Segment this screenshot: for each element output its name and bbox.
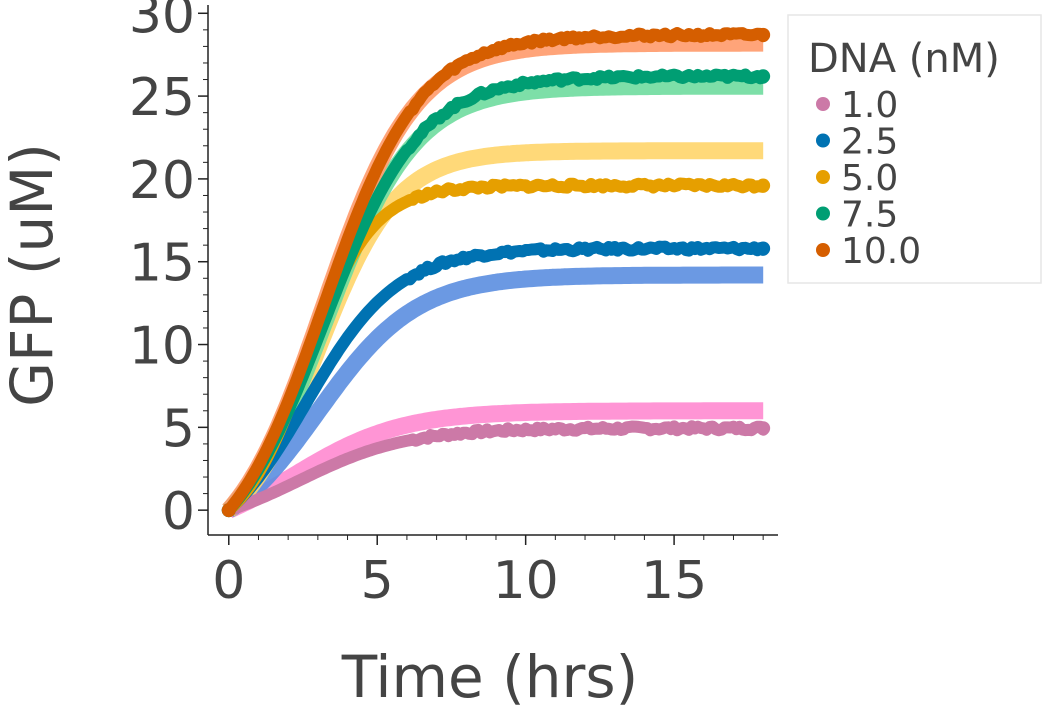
legend-label-7.5: 7.5 bbox=[841, 195, 898, 236]
model-band-1.0 bbox=[223, 402, 769, 518]
legend: DNA (nM) 1.02.55.07.510.0 bbox=[787, 14, 1042, 284]
x-tick-label: 0 bbox=[212, 551, 245, 611]
data-start-point-10.0 bbox=[221, 503, 236, 518]
legend-title: DNA (nM) bbox=[808, 36, 1000, 82]
legend-marker-1.0 bbox=[816, 97, 830, 111]
legend-marker-7.5 bbox=[816, 206, 830, 221]
y-tick-label: 15 bbox=[129, 234, 195, 294]
x-axis-title: Time (hrs) bbox=[341, 643, 638, 711]
legend-marker-10.0 bbox=[816, 243, 830, 257]
legend-label-2.5: 2.5 bbox=[841, 122, 898, 163]
y-tick-label: 20 bbox=[129, 151, 195, 211]
data-series bbox=[221, 27, 771, 518]
legend-items: 1.02.55.07.510.0 bbox=[816, 85, 921, 272]
y-tick-label: 5 bbox=[162, 399, 195, 459]
data-end-point-1.0 bbox=[756, 421, 771, 436]
y-axis-title: GFP (uM) bbox=[0, 143, 66, 407]
x-tick-label: 15 bbox=[641, 551, 707, 611]
axes: 0 5 10 15 20 25 30 0 5 10 15 bbox=[129, 0, 778, 611]
legend-marker-5.0 bbox=[816, 170, 830, 184]
x-tick-label: 5 bbox=[361, 551, 394, 611]
y-tick-label: 30 bbox=[129, 0, 195, 45]
data-line-2.5 bbox=[222, 240, 770, 517]
data-line-10.0 bbox=[222, 27, 770, 517]
legend-marker-2.5 bbox=[816, 133, 830, 148]
x-tick-label: 10 bbox=[493, 551, 559, 611]
data-end-point-10.0 bbox=[756, 27, 771, 42]
y-ticks: 0 5 10 15 20 25 30 bbox=[129, 0, 208, 542]
data-end-point-7.5 bbox=[756, 69, 771, 84]
legend-label-1.0: 1.0 bbox=[841, 85, 898, 126]
y-tick-label: 10 bbox=[129, 317, 195, 377]
data-end-point-5.0 bbox=[756, 178, 771, 193]
legend-box bbox=[787, 14, 1042, 284]
data-line-7.5 bbox=[222, 68, 770, 517]
model-bands bbox=[222, 34, 769, 518]
data-line-1.0 bbox=[222, 420, 770, 517]
legend-label-5.0: 5.0 bbox=[841, 158, 898, 199]
x-ticks: 0 5 10 15 bbox=[212, 535, 764, 611]
model-band-2.5 bbox=[223, 266, 769, 518]
legend-label-10.0: 10.0 bbox=[841, 231, 921, 272]
data-end-point-2.5 bbox=[756, 241, 771, 256]
y-tick-label: 0 bbox=[162, 482, 195, 542]
y-tick-label: 25 bbox=[129, 68, 195, 128]
